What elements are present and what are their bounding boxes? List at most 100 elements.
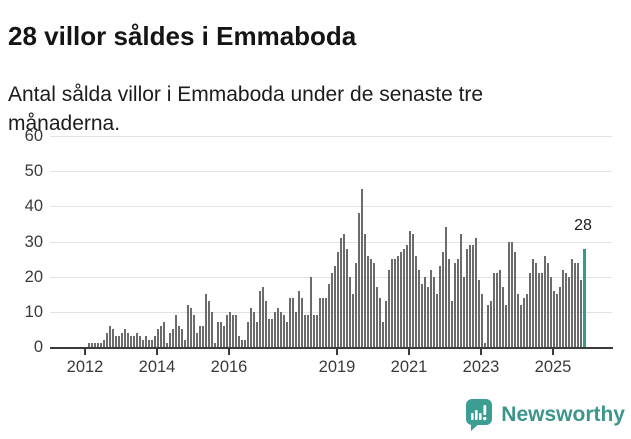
bar [562, 269, 564, 347]
bar [172, 329, 174, 347]
bar [217, 322, 219, 347]
bar [259, 290, 261, 347]
bar [526, 294, 528, 347]
bar [367, 255, 369, 347]
bar [205, 294, 207, 347]
bar [190, 308, 192, 347]
bar [547, 262, 549, 347]
bar [565, 273, 567, 347]
bar [202, 325, 204, 347]
bar [577, 262, 579, 347]
bar [100, 343, 102, 347]
bar [244, 339, 246, 347]
bar [124, 329, 126, 347]
x-axis-tick-label: 2023 [462, 358, 500, 376]
bar [412, 234, 414, 347]
x-axis-tick [84, 349, 86, 355]
bar [418, 269, 420, 347]
bar [436, 294, 438, 347]
bar [529, 273, 531, 347]
bar [187, 304, 189, 347]
bar [517, 294, 519, 347]
x-axis-tick [480, 349, 482, 355]
bar [454, 262, 456, 347]
bar [505, 304, 507, 347]
bar [139, 336, 141, 347]
bar [250, 308, 252, 347]
x-axis-tick [228, 349, 230, 355]
bar [580, 280, 582, 347]
bar [523, 297, 525, 347]
bar [235, 315, 237, 347]
bar [280, 311, 282, 347]
bar [361, 188, 363, 347]
bar [289, 297, 291, 347]
bar [382, 322, 384, 347]
bar [337, 252, 339, 347]
bar [301, 297, 303, 347]
bar [214, 343, 216, 347]
gridline-y40 [50, 206, 612, 208]
x-axis-tick [336, 349, 338, 355]
bar [388, 269, 390, 347]
bar [478, 280, 480, 347]
bar [469, 245, 471, 347]
brand-name: Newsworthy [501, 402, 625, 426]
gridline-y50 [50, 171, 612, 173]
bar [421, 283, 423, 347]
bar [319, 297, 321, 347]
bar [400, 252, 402, 347]
bar [340, 237, 342, 347]
bar [460, 234, 462, 347]
bar [277, 308, 279, 347]
bar [97, 343, 99, 347]
bar [121, 332, 123, 347]
bar [223, 325, 225, 347]
bar [115, 336, 117, 347]
bar [571, 259, 573, 347]
bar [532, 259, 534, 347]
bar [265, 301, 267, 347]
bar [553, 290, 555, 347]
latest-value-label: 28 [574, 217, 592, 234]
bar [151, 339, 153, 347]
y-axis-tick-label: 40 [24, 197, 43, 216]
bar [169, 332, 171, 347]
bar [316, 315, 318, 347]
y-axis-tick-label: 0 [33, 338, 43, 356]
bar [331, 273, 333, 347]
bar [313, 315, 315, 347]
bar [208, 301, 210, 347]
bar [292, 297, 294, 347]
bar [229, 311, 231, 347]
bar [406, 245, 408, 347]
bar [475, 237, 477, 347]
x-axis-tick [156, 349, 158, 355]
bar [511, 241, 513, 347]
bar [433, 276, 435, 347]
x-axis-tick-label: 2012 [66, 358, 104, 376]
chart-subtitle: Antal sålda villor i Emmaboda under de s… [8, 83, 484, 135]
bar [274, 311, 276, 347]
bar [430, 269, 432, 347]
bar [157, 329, 159, 347]
bar [196, 332, 198, 347]
bar [241, 339, 243, 347]
bar [178, 325, 180, 347]
bar [226, 315, 228, 347]
bar [424, 276, 426, 347]
bar [211, 311, 213, 347]
brand-footer: Newsworthy [465, 398, 625, 431]
bar [394, 259, 396, 347]
bar [253, 311, 255, 347]
bar [262, 287, 264, 347]
bar [397, 255, 399, 347]
bar [568, 276, 570, 347]
bar [283, 315, 285, 347]
y-axis-tick-label: 60 [24, 127, 43, 145]
bar [145, 336, 147, 347]
bar [370, 259, 372, 347]
bar [541, 273, 543, 347]
bar [307, 315, 309, 347]
bar [103, 339, 105, 347]
